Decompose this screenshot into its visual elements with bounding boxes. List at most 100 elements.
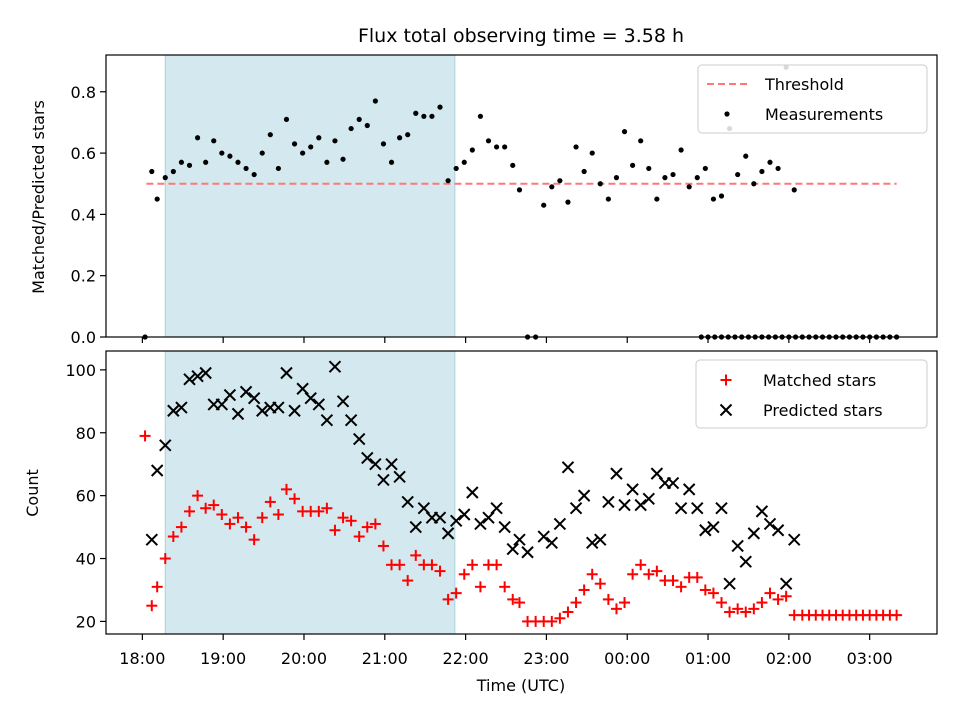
predicted-star-point [682,483,696,496]
matched-star-point [159,553,171,565]
measurement-point [388,159,395,165]
matched-star-point [699,584,711,596]
x-tick-label: 21:00 [362,649,408,668]
predicted-star-point [779,577,793,590]
top-y-tick-label: 0.8 [71,83,96,102]
matched-star-point [321,502,333,514]
matched-star-point [434,565,446,577]
measurement-point [670,171,676,178]
x-marker-b [474,517,487,531]
predicted-star-point [247,391,261,405]
matched-star-point [248,534,260,546]
matched-star-point [289,493,301,505]
matched-star-point [184,505,196,517]
predicted-star-point [304,391,317,405]
x-marker-b [449,514,463,528]
predicted-star-point [666,476,680,490]
matched-star-point [764,587,776,599]
x-marker-b [634,498,647,512]
top-y-axis-label: Matched/Predicted stars [29,100,48,294]
x-tick-label: 19:00 [200,649,246,668]
matched-star-point [337,512,349,524]
predicted-star-point [328,360,342,373]
matched-star-point [426,559,438,571]
bottom-y-tick-label: 20 [76,612,96,631]
measurement-point [605,196,611,202]
x-marker-b [377,473,390,487]
predicted-star-point [569,502,583,515]
measurement-point [300,150,306,156]
measurement-point [421,113,427,119]
x-marker-b [466,486,479,499]
matched-star-point [610,603,622,615]
matched-star-point [562,606,574,618]
matched-star-point [272,509,284,521]
measurement-point [275,165,281,172]
predicted-star-point [191,369,204,383]
predicted-star-point [320,413,334,427]
matched-star-point [280,483,292,495]
matched-star-point [410,549,422,561]
predicted-star-point [788,533,801,546]
top-y-tick-label: 0.0 [71,328,96,347]
x-marker-b [369,457,382,471]
predicted-star-point [634,498,647,512]
x-marker-b [691,502,704,515]
measurement-point [162,175,168,181]
matched-star-point [345,515,357,527]
measurement-point [332,138,338,144]
measurement-point [445,178,451,184]
bottom-axes-frame [105,350,938,635]
predicted-star-point [586,536,599,550]
x-marker-b [682,483,696,496]
measurement-point [170,168,176,175]
top-y-tick-label: 0.2 [71,267,96,286]
bottom-y-tick-label: 60 [76,487,96,506]
predicted-star-point [626,483,639,496]
x-marker-b [715,502,728,515]
x-marker-b [545,536,559,550]
predicted-star-point [618,498,631,512]
bottom-y-axis-label: Count [23,469,42,517]
x-marker-b [763,517,777,531]
predicted-star-point [490,502,503,515]
predicted-star-point [409,520,422,534]
x-marker-b [336,395,350,408]
x-marker-b [719,403,733,417]
measurement-point [565,199,571,205]
predicted-star-point [602,495,615,509]
predicted-star-point [167,404,180,417]
x-marker-b [231,407,245,421]
measurement-point [364,122,370,129]
measurement-point [154,196,160,202]
matched-star-point [691,571,703,583]
measurement-point [348,125,354,132]
measurement-point [429,113,435,119]
x-marker-b [561,461,575,474]
x-marker-b [272,401,285,414]
x-marker-b [699,524,712,537]
measurement-point [219,150,225,156]
x-marker-b [498,520,511,534]
x-marker-b [626,483,639,496]
matched-star-point [602,593,614,605]
x-tick-label: 22:00 [443,649,489,668]
x-marker-b [577,489,591,502]
predicted-star-point [594,533,607,546]
measurement-point [493,144,500,150]
predicted-star-point [150,464,164,477]
top-y-tick-label: 0.4 [71,205,96,224]
measurement-point [485,138,492,144]
predicted-star-point [199,366,212,380]
x-marker-b [513,533,526,546]
measurement-point [694,175,700,181]
measurement-point [702,165,708,172]
legend-measurements-label: Measurements [765,105,883,124]
x-marker-b [602,495,615,509]
matched-star-point [546,615,558,627]
matched-star-point [402,575,414,587]
matched-star-point [554,612,566,624]
x-marker-b [723,577,736,590]
matched-star-point [570,597,582,609]
